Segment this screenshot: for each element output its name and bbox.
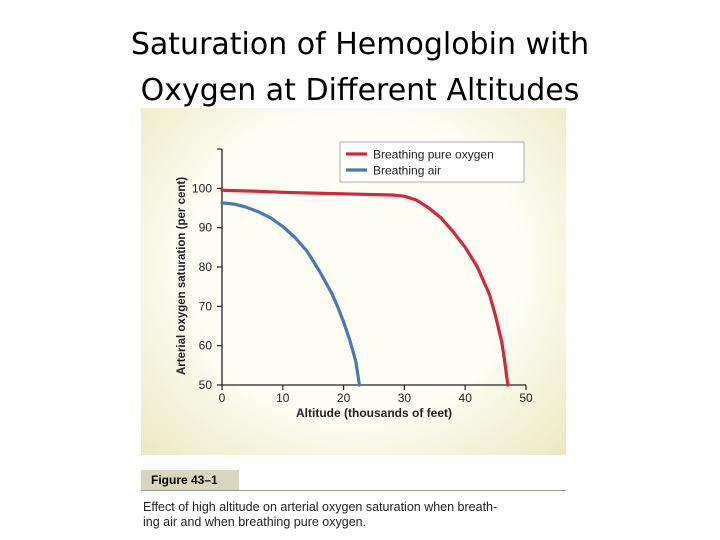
x-tick-label: 50 — [519, 391, 533, 405]
y-tick-label: 70 — [199, 299, 213, 313]
x-tick-label: 10 — [276, 391, 290, 405]
x-tick-label: 0 — [219, 391, 226, 405]
legend-box — [339, 141, 525, 183]
caption-divider — [141, 490, 566, 491]
x-tick-label: 40 — [459, 391, 473, 405]
saturation-chart: 50 60 70 80 90 100 0 10 20 30 40 50 Altitude (thousa… — [176, 141, 533, 420]
y-tick-label: 100 — [192, 181, 212, 195]
figure-panel: 50 60 70 80 90 100 0 10 20 30 40 50 Altitude (thousa… — [141, 108, 566, 455]
y-tick-label: 80 — [199, 260, 213, 274]
y-tick-label: 60 — [199, 339, 213, 353]
legend-entry: Breathing pure oxygen — [373, 148, 494, 162]
slide-title-line-1: Saturation of Hemoglobin with — [130, 27, 590, 62]
x-tick-label: 20 — [337, 391, 351, 405]
series-line-pure-oxygen — [220, 188, 510, 387]
y-tick-label: 50 — [199, 378, 213, 392]
figure-caption-line-2: ing air and when breathing pure oxygen. — [143, 515, 367, 529]
y-tick-label: 90 — [199, 221, 213, 235]
legend-entry: Breathing air — [373, 164, 441, 178]
y-axis-label: Arterial oxygen saturation (per cent) — [176, 177, 188, 375]
x-axis-label: Altitude (thousands of feet) — [296, 406, 452, 420]
figure-caption: Effect of high altitude on arterial oxyg… — [143, 500, 568, 530]
figure-caption-line-1: Effect of high altitude on arterial oxyg… — [143, 500, 498, 514]
figure-label: Figure 43–1 — [141, 470, 239, 490]
x-tick-label: 30 — [398, 391, 412, 405]
series-line-air — [220, 201, 361, 387]
slide-title: Saturation of Hemoglobin with Oxygen at … — [0, 22, 720, 114]
slide-title-line-2: Oxygen at Different Altitudes — [140, 73, 580, 108]
